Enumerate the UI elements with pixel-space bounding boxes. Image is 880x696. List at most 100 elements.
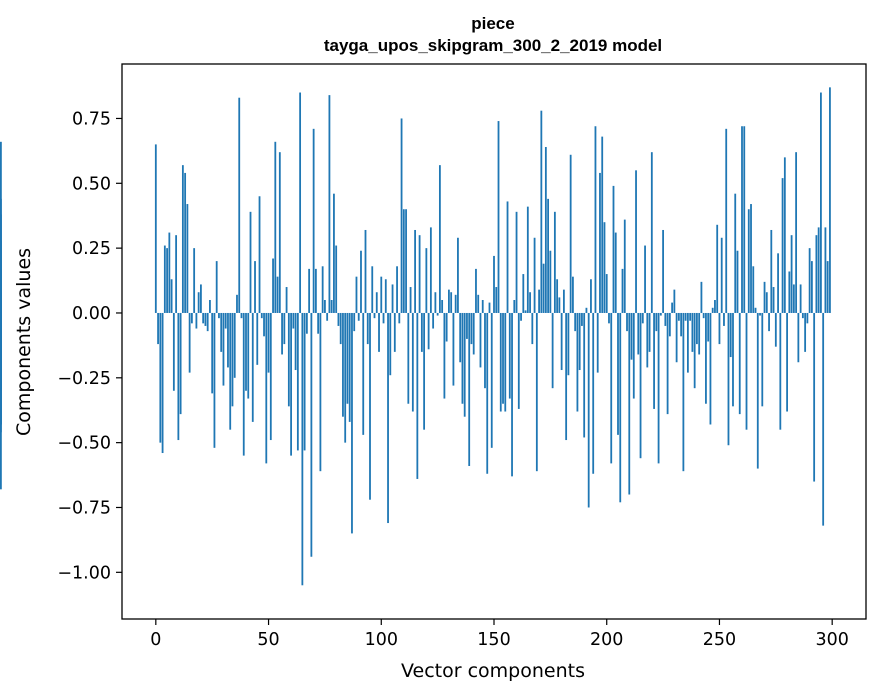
bar-201 [608, 312, 610, 324]
bar-28 [218, 312, 220, 319]
bar-191 [585, 307, 588, 313]
bar-152 [497, 121, 500, 313]
bar-65 [301, 312, 304, 586]
bar-241 [698, 312, 701, 355]
bar-209 [626, 312, 628, 332]
bar-175 [549, 250, 552, 313]
bar-210 [628, 312, 631, 495]
bar-67 [305, 312, 308, 334]
bar-61 [292, 312, 295, 329]
bar-265 [752, 266, 755, 313]
bar-35 [233, 312, 236, 378]
y-tick-label: 0.75 [72, 109, 111, 129]
bar-182 [565, 312, 568, 441]
bar-230 [673, 289, 676, 313]
bar-79 [333, 193, 335, 313]
bar-87 [351, 312, 353, 534]
bar-277 [779, 312, 782, 430]
bar-126 [438, 165, 441, 313]
bar-122 [429, 227, 432, 313]
bar-1 [157, 312, 159, 345]
bar-5 [166, 248, 168, 313]
bar-188 [578, 312, 581, 371]
bar-176 [551, 312, 554, 389]
bar-72 [317, 312, 320, 334]
bar-203 [612, 185, 615, 313]
bar-254 [727, 312, 730, 446]
bar-205 [617, 312, 619, 435]
bar-247 [711, 307, 714, 313]
bar-220 [650, 152, 653, 313]
bar-161 [517, 312, 520, 409]
bar-171 [540, 110, 543, 313]
bar-292 [813, 312, 816, 482]
bar-257 [734, 193, 737, 313]
bar-263 [747, 209, 750, 313]
bar-103 [387, 312, 389, 524]
bar-143 [477, 294, 480, 313]
bar-124 [434, 292, 437, 313]
bar-76 [326, 312, 329, 321]
bar-289 [806, 312, 809, 324]
bar-8 [172, 312, 175, 391]
bar-165 [526, 206, 529, 313]
bar-256 [732, 312, 734, 407]
bar-53 [274, 141, 277, 313]
bar-54 [276, 276, 279, 313]
bar-59 [287, 312, 290, 407]
plot-frame [121, 63, 867, 620]
bar-180 [560, 312, 563, 371]
bar-207 [621, 268, 624, 313]
bar-174 [547, 198, 550, 313]
bar-137 [463, 312, 466, 417]
bar-271 [765, 292, 768, 313]
bar-185 [572, 276, 574, 313]
bar-undefined [0, 312, 2, 389]
bar-39 [242, 312, 245, 456]
bar-15 [188, 312, 191, 373]
bar-221 [653, 312, 655, 409]
bar-184 [569, 154, 572, 313]
bar-261 [743, 126, 746, 313]
bar-31 [224, 312, 227, 329]
bar-84 [344, 312, 347, 443]
bar-106 [393, 312, 396, 352]
bar-278 [781, 178, 784, 313]
bar-169 [535, 312, 538, 472]
bar-208 [623, 219, 626, 313]
bar-14 [186, 204, 189, 313]
bar-2 [159, 312, 162, 443]
bar-150 [493, 255, 495, 313]
bar-187 [576, 312, 579, 412]
y-tick-label: 0.00 [72, 304, 111, 324]
bar-58 [285, 287, 288, 313]
bar-264 [750, 204, 752, 313]
bar-163 [522, 274, 525, 313]
bar-90 [357, 312, 360, 321]
bar-233 [680, 312, 683, 337]
bar-69 [310, 312, 313, 557]
bar-9 [175, 235, 178, 313]
bar-107 [396, 266, 398, 313]
y-tick-label: 0.25 [72, 239, 111, 259]
bar-134 [457, 237, 459, 313]
bar-177 [553, 211, 556, 313]
bar-170 [538, 289, 540, 313]
bar-57 [283, 312, 286, 345]
bar-128 [443, 312, 446, 399]
bar-217 [644, 245, 646, 313]
bar-295 [820, 92, 822, 313]
x-axis-label: Vector components [401, 660, 585, 682]
bar-83 [342, 312, 344, 417]
bar-286 [799, 284, 802, 313]
bar-274 [772, 287, 775, 313]
bar-95 [369, 312, 371, 500]
bar-266 [754, 307, 757, 313]
bar-37 [238, 97, 241, 313]
bar-194 [592, 312, 595, 474]
bar-111 [405, 209, 407, 313]
bar-190 [583, 312, 586, 438]
bar-183 [567, 312, 570, 376]
bar-298 [826, 261, 829, 313]
bar-282 [790, 235, 793, 313]
